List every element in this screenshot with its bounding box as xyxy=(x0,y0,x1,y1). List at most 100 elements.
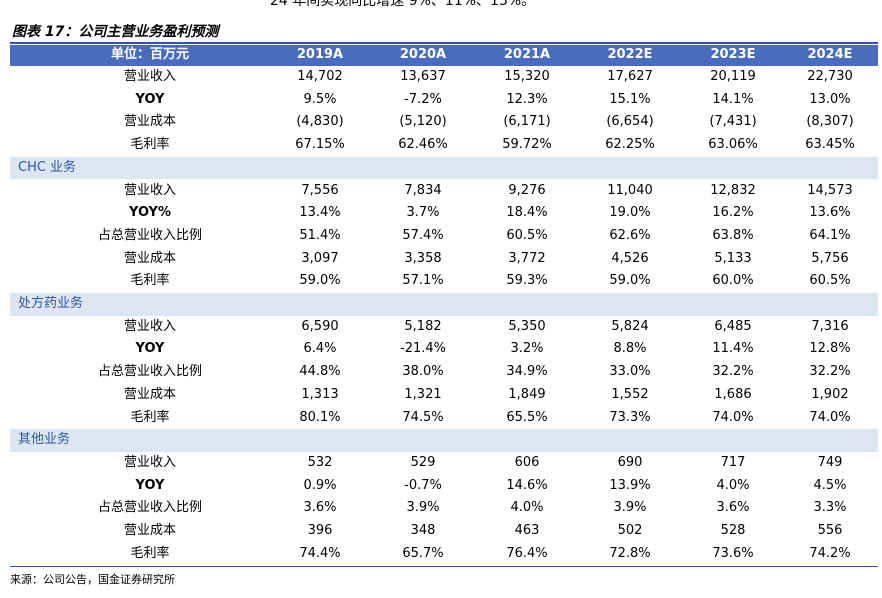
value-cell: 64.1% xyxy=(809,227,851,243)
value-cell: 15.1% xyxy=(609,91,651,107)
value-cell: 59.0% xyxy=(609,273,651,289)
value-cell: 11.4% xyxy=(712,341,754,357)
section-bg xyxy=(10,429,878,452)
value-cell: 396 xyxy=(307,523,333,538)
value-cell: 4.0% xyxy=(510,500,544,516)
value-cell: 20,119 xyxy=(710,69,756,84)
value-cell: 17,627 xyxy=(607,69,653,84)
value-cell: 528 xyxy=(720,523,746,538)
value-cell: 5,824 xyxy=(611,318,649,334)
value-cell: 14,573 xyxy=(807,182,853,198)
value-cell: 80.1% xyxy=(299,409,341,425)
value-cell: 12.3% xyxy=(506,91,548,107)
header-cell: 2019A xyxy=(296,47,344,62)
value-cell: 12.8% xyxy=(809,341,851,357)
value-cell: 62.46% xyxy=(398,137,448,153)
value-cell: 6.4% xyxy=(303,341,337,357)
row-label: 占总营业收入比例 xyxy=(97,364,202,380)
value-cell: 74.2% xyxy=(809,545,851,561)
value-cell: 63.8% xyxy=(712,227,754,243)
value-cell: 16.2% xyxy=(712,205,754,221)
value-cell: 348 xyxy=(410,523,436,538)
value-cell: 74.0% xyxy=(809,409,851,425)
section-label: 其他业务 xyxy=(18,432,71,448)
value-cell: 14.1% xyxy=(712,91,754,107)
value-cell: 3,358 xyxy=(404,250,442,266)
value-cell: 15,320 xyxy=(504,69,550,84)
row-label: YOY% xyxy=(129,205,171,221)
value-cell: 606 xyxy=(514,454,540,470)
value-cell: 3.3% xyxy=(813,500,847,516)
value-cell: 690 xyxy=(617,454,643,470)
row-label: YOY xyxy=(135,477,165,493)
row-label: 毛利率 xyxy=(130,273,170,289)
value-cell: 3.6% xyxy=(716,500,750,516)
row-label: 营业成本 xyxy=(123,523,176,538)
value-cell: 65.5% xyxy=(506,409,548,425)
value-cell: 11,040 xyxy=(607,182,653,198)
header-bg xyxy=(10,45,878,66)
value-cell: 74.4% xyxy=(299,545,341,561)
value-cell: 7,834 xyxy=(404,182,442,198)
row-label: 营业成本 xyxy=(123,250,176,266)
value-cell: 44.8% xyxy=(299,364,341,380)
value-cell: 74.0% xyxy=(712,409,754,425)
value-cell: 6,590 xyxy=(301,318,339,334)
value-cell: 32.2% xyxy=(712,364,754,380)
foot-rule xyxy=(10,566,878,567)
value-cell: 5,350 xyxy=(508,318,546,334)
value-cell: 34.9% xyxy=(506,364,548,380)
value-cell: 3,097 xyxy=(301,250,339,266)
top-text: 24 年间实现同比增速 9%、11%、13%。 xyxy=(270,0,536,9)
value-cell: 14.6% xyxy=(506,477,548,493)
value-cell: 9,276 xyxy=(508,182,546,198)
value-cell: 73.6% xyxy=(712,545,754,561)
value-cell: 76.4% xyxy=(506,545,548,561)
header-cell: 2022E xyxy=(607,47,653,62)
value-cell: 63.45% xyxy=(805,137,855,153)
row-label: 占总营业收入比例 xyxy=(97,500,202,516)
value-cell: 529 xyxy=(410,454,436,470)
value-cell: 62.6% xyxy=(609,227,651,243)
header-cell: 2020A xyxy=(399,47,447,62)
value-cell: 60.5% xyxy=(506,227,548,243)
row-label: 占总营业收入比例 xyxy=(97,227,202,243)
value-cell: (6,171) xyxy=(503,114,551,130)
value-cell: 13.4% xyxy=(299,205,341,221)
value-cell: 5,756 xyxy=(811,250,849,266)
value-cell: 717 xyxy=(720,454,746,470)
value-cell: 51.4% xyxy=(299,227,341,243)
value-cell: 62.25% xyxy=(605,137,655,153)
value-cell: 3.9% xyxy=(406,500,440,516)
row-label: YOY xyxy=(135,341,165,357)
header-cell: 单位：百万元 xyxy=(110,47,189,62)
value-cell: 502 xyxy=(617,523,643,538)
title-rule xyxy=(10,42,878,44)
value-cell: 0.9% xyxy=(303,477,337,493)
value-cell: 73.3% xyxy=(609,409,651,425)
value-cell: 59.72% xyxy=(502,137,552,153)
value-cell: 38.0% xyxy=(402,364,444,380)
value-cell: 32.2% xyxy=(809,364,851,380)
header-cell: 2024E xyxy=(807,47,853,62)
value-cell: 1,849 xyxy=(508,386,546,402)
value-cell: 13,637 xyxy=(400,69,446,84)
value-cell: 3.6% xyxy=(303,500,337,516)
value-cell: 57.1% xyxy=(402,273,444,289)
value-cell: -7.2% xyxy=(404,91,442,107)
value-cell: 1,552 xyxy=(611,386,649,402)
value-cell: 1,313 xyxy=(301,386,339,402)
value-cell: 5,182 xyxy=(404,318,442,334)
value-cell: 556 xyxy=(817,523,843,538)
section-label: CHC 业务 xyxy=(18,159,77,175)
value-cell: 4,526 xyxy=(611,250,649,266)
value-cell: 63.06% xyxy=(708,137,758,153)
value-cell: 60.5% xyxy=(809,273,851,289)
value-cell: 14,702 xyxy=(297,69,343,84)
section-label: 处方药业务 xyxy=(18,296,84,311)
row-label: 营业收入 xyxy=(123,182,176,198)
value-cell: 7,556 xyxy=(301,182,339,198)
title: 图表 17：公司主营业务盈利预测 xyxy=(12,24,219,40)
row-label: 毛利率 xyxy=(130,409,170,425)
